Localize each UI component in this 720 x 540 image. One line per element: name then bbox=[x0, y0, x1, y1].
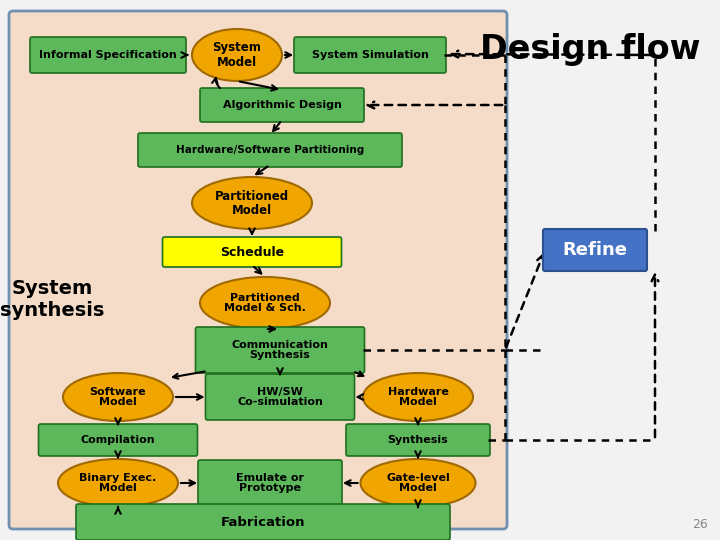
Text: Software
Model: Software Model bbox=[90, 387, 146, 407]
Text: 26: 26 bbox=[692, 518, 708, 531]
Ellipse shape bbox=[200, 277, 330, 329]
FancyBboxPatch shape bbox=[76, 504, 450, 540]
FancyBboxPatch shape bbox=[38, 424, 197, 456]
Text: Design flow: Design flow bbox=[480, 33, 701, 66]
FancyBboxPatch shape bbox=[198, 460, 342, 506]
Text: Synthesis: Synthesis bbox=[387, 435, 449, 445]
Text: System
synthesis: System synthesis bbox=[0, 280, 104, 321]
Ellipse shape bbox=[361, 459, 475, 507]
Text: Algorithmic Design: Algorithmic Design bbox=[222, 100, 341, 110]
FancyBboxPatch shape bbox=[163, 237, 341, 267]
Ellipse shape bbox=[58, 459, 178, 507]
FancyBboxPatch shape bbox=[138, 133, 402, 167]
Text: Binary Exec.
Model: Binary Exec. Model bbox=[79, 472, 157, 494]
Ellipse shape bbox=[192, 177, 312, 229]
Text: Communication
Synthesis: Communication Synthesis bbox=[232, 340, 328, 360]
FancyBboxPatch shape bbox=[346, 424, 490, 456]
Text: Emulate or
Prototype: Emulate or Prototype bbox=[236, 472, 304, 494]
Text: Fabrication: Fabrication bbox=[221, 516, 305, 529]
Ellipse shape bbox=[63, 373, 173, 421]
Text: Gate-level
Model: Gate-level Model bbox=[386, 472, 450, 494]
FancyBboxPatch shape bbox=[543, 229, 647, 271]
Text: System Simulation: System Simulation bbox=[312, 50, 428, 60]
Text: Partitioned
Model: Partitioned Model bbox=[215, 190, 289, 217]
FancyBboxPatch shape bbox=[200, 88, 364, 122]
Text: HW/SW
Co-simulation: HW/SW Co-simulation bbox=[237, 387, 323, 407]
FancyBboxPatch shape bbox=[294, 37, 446, 73]
Ellipse shape bbox=[363, 373, 473, 421]
Ellipse shape bbox=[192, 29, 282, 81]
FancyBboxPatch shape bbox=[9, 11, 507, 529]
Text: Compilation: Compilation bbox=[81, 435, 156, 445]
FancyBboxPatch shape bbox=[30, 37, 186, 73]
Text: System
Model: System Model bbox=[212, 42, 261, 69]
Text: Refine: Refine bbox=[562, 241, 628, 259]
Text: Informal Specification: Informal Specification bbox=[39, 50, 177, 60]
Text: Partitioned
Model & Sch.: Partitioned Model & Sch. bbox=[224, 293, 306, 313]
FancyBboxPatch shape bbox=[196, 327, 364, 373]
Text: Hardware
Model: Hardware Model bbox=[387, 387, 449, 407]
FancyBboxPatch shape bbox=[205, 374, 354, 420]
Text: Schedule: Schedule bbox=[220, 246, 284, 259]
Text: Hardware/Software Partitioning: Hardware/Software Partitioning bbox=[176, 145, 364, 155]
